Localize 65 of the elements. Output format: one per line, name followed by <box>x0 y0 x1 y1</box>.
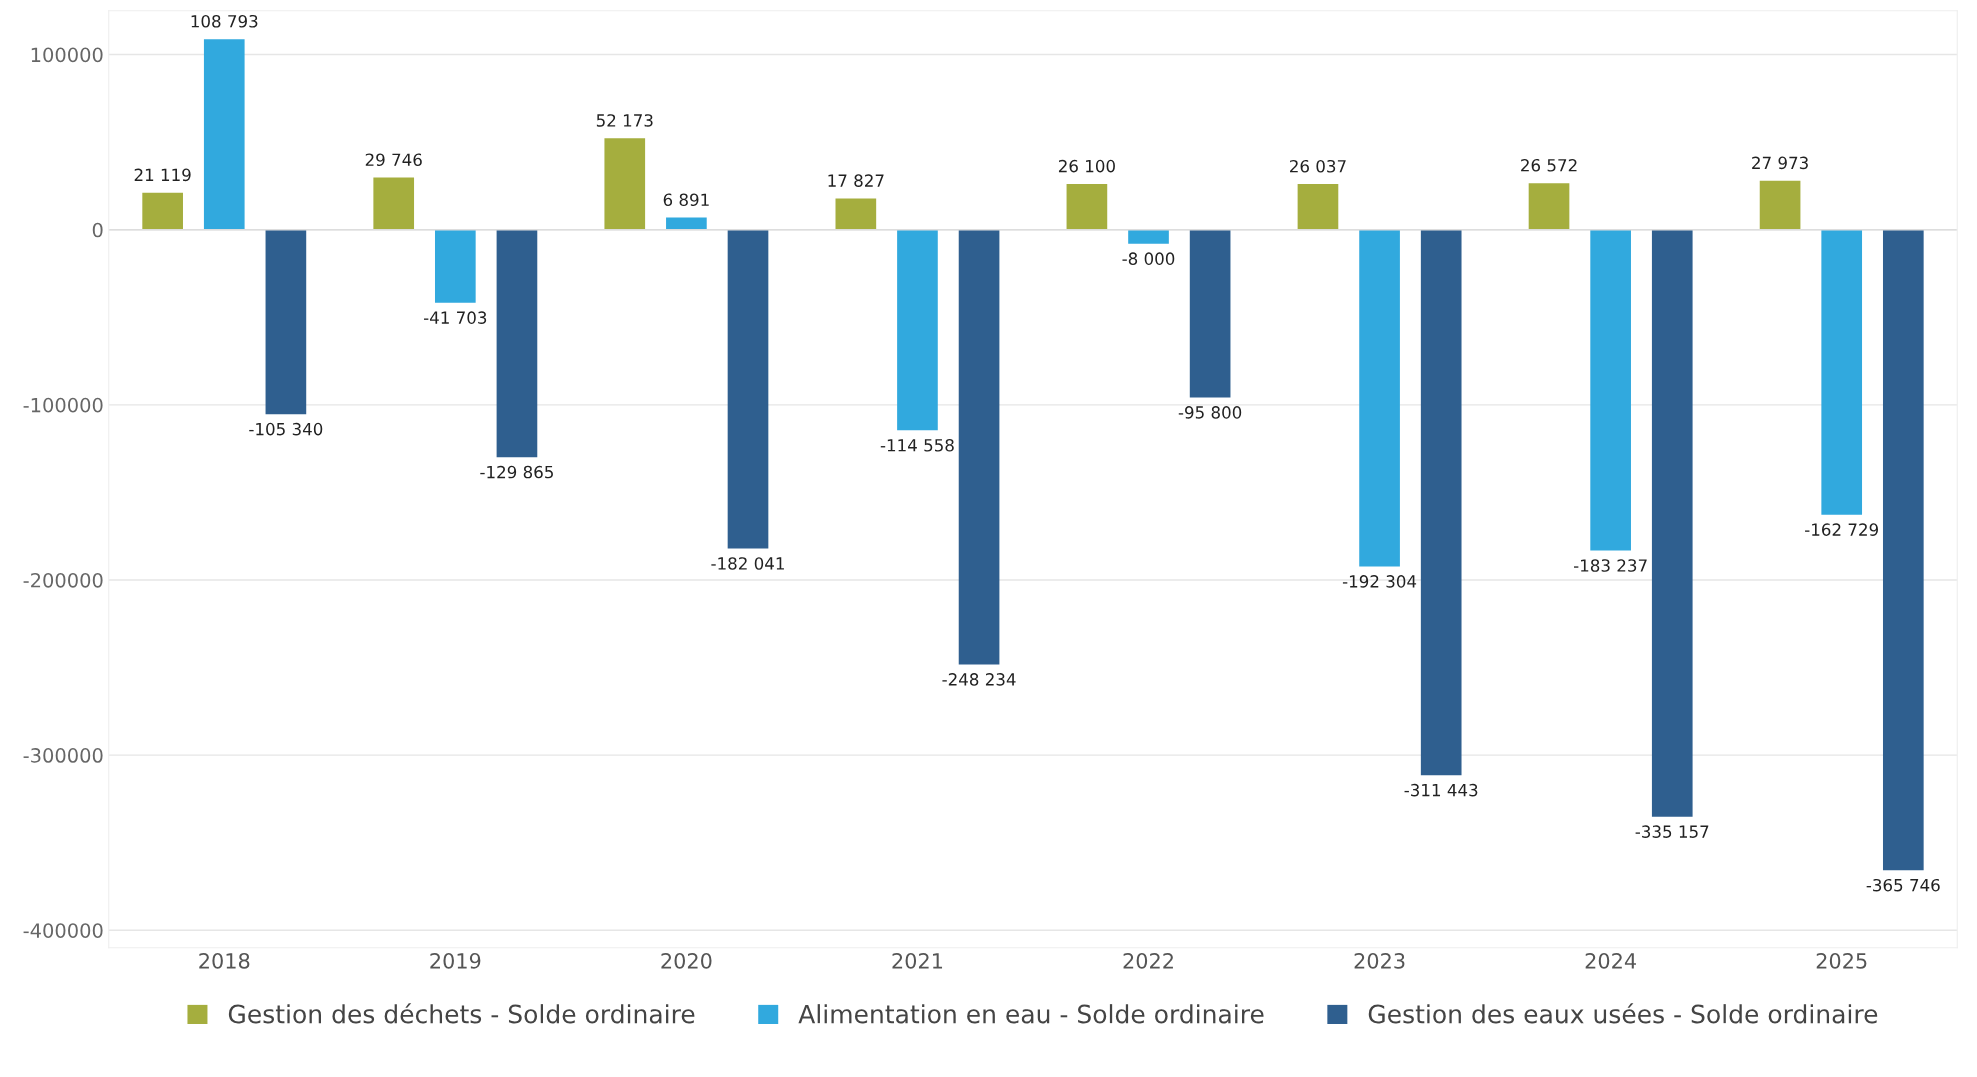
bar <box>265 229 307 415</box>
data-label: -129 865 <box>480 465 553 479</box>
x-tick-label: 2025 <box>1816 952 1867 969</box>
legend-label: Gestion des eaux usées - Solde ordinaire <box>1368 1003 1878 1024</box>
bar <box>203 39 245 230</box>
bar <box>434 229 476 303</box>
bar <box>1297 184 1339 230</box>
bar <box>897 229 938 431</box>
data-label: 6 891 <box>663 193 709 207</box>
bar <box>1882 229 1924 871</box>
bar <box>1651 229 1693 817</box>
bar <box>1590 229 1631 551</box>
data-label: 17 827 <box>828 174 884 187</box>
data-label: -311 443 <box>1404 783 1478 797</box>
bar <box>604 138 646 230</box>
bar <box>1821 229 1863 515</box>
data-label: -95 800 <box>1178 406 1242 419</box>
bar <box>142 192 183 230</box>
data-label: 21 119 <box>134 168 191 182</box>
data-label: -183 237 <box>1573 559 1647 572</box>
y-tick-label: -200000 <box>23 572 103 588</box>
data-label: -365 746 <box>1866 878 1940 892</box>
bar <box>835 198 877 230</box>
bar <box>496 229 538 458</box>
data-label: 27 973 <box>1752 156 1808 170</box>
bar <box>1066 183 1108 230</box>
bar <box>1420 229 1462 776</box>
data-label: -114 558 <box>880 438 954 452</box>
data-label: 26 100 <box>1058 159 1115 173</box>
bar <box>1359 229 1400 567</box>
data-label: -162 729 <box>1805 523 1878 536</box>
bar <box>727 229 769 549</box>
x-tick-label: 2019 <box>430 952 481 969</box>
data-label: -335 157 <box>1635 825 1709 838</box>
bar <box>373 177 415 230</box>
x-tick-label: 2018 <box>199 952 250 969</box>
data-label: 29 746 <box>365 153 422 167</box>
data-label: -182 041 <box>711 557 784 570</box>
data-label: -41 703 <box>423 311 487 324</box>
bar <box>1528 183 1570 230</box>
data-label: 108 793 <box>191 14 258 28</box>
y-tick-label: 100000 <box>31 47 103 63</box>
bar <box>958 229 1000 665</box>
bar <box>1189 229 1231 398</box>
bar <box>666 217 707 230</box>
y-tick-label: 0 <box>92 222 103 238</box>
bar <box>1759 180 1801 230</box>
y-tick-label: -100000 <box>23 397 103 413</box>
x-tick-label: 2024 <box>1585 952 1636 969</box>
data-label: -192 304 <box>1342 575 1417 588</box>
bar <box>1128 229 1169 244</box>
x-tick-label: 2021 <box>892 952 943 969</box>
legend-label: Alimentation en eau - Solde ordinaire <box>798 1004 1264 1024</box>
data-label: 26 037 <box>1290 159 1346 173</box>
y-tick-label: -300000 <box>23 748 103 763</box>
data-label: -8 000 <box>1122 252 1175 265</box>
x-tick-label: 2023 <box>1354 952 1405 969</box>
x-tick-label: 2020 <box>661 952 712 969</box>
x-tick-label: 2022 <box>1123 952 1173 969</box>
data-label: 26 572 <box>1521 158 1577 172</box>
data-label: 52 173 <box>596 114 653 127</box>
legend-label: Gestion des déchets - Solde ordinaire <box>228 1003 695 1024</box>
data-label: -105 340 <box>249 422 323 436</box>
y-tick-label: -400000 <box>23 923 103 938</box>
data-label: -248 234 <box>942 673 1016 686</box>
